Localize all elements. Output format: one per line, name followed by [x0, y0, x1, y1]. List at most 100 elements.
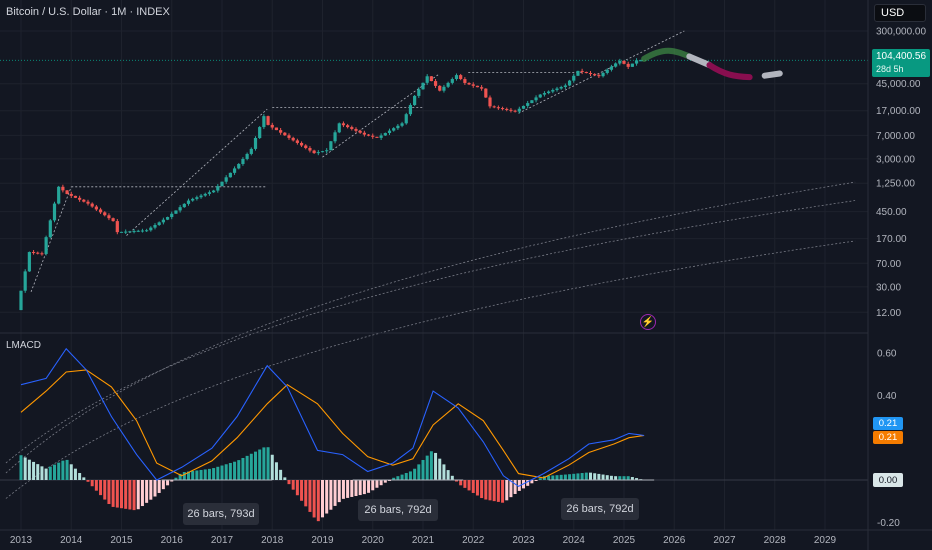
histogram-bar [166, 480, 170, 486]
histogram-bar [555, 475, 559, 480]
zero-value-badge: 0.00 [873, 473, 903, 487]
histogram-bar [308, 480, 312, 512]
histogram-bar [36, 464, 40, 480]
candle-body [186, 200, 191, 204]
candlestick-series[interactable] [19, 58, 643, 311]
histogram-bar [530, 480, 534, 484]
candle-body [174, 210, 178, 214]
candle-body [496, 107, 500, 109]
candle-body [392, 128, 396, 131]
histogram-bar [375, 480, 379, 488]
histogram-bar [496, 480, 500, 502]
candle-body [500, 108, 505, 110]
histogram-bar [86, 480, 90, 482]
candle-body [325, 150, 329, 152]
log-regression-channels [0, 30, 868, 499]
candle-body [475, 85, 480, 88]
candle-body [626, 63, 630, 67]
histogram-bar [191, 471, 195, 480]
time-axis-label: 2026 [663, 535, 686, 546]
candle-body [52, 203, 57, 221]
histogram-bar [609, 475, 613, 480]
candle-body [178, 207, 182, 211]
candle-body [425, 76, 429, 83]
time-axis-label: 2017 [211, 535, 234, 546]
candle-body [614, 63, 618, 67]
parabolic-curve [30, 186, 72, 293]
candle-body [182, 203, 186, 208]
histogram-bar [455, 480, 458, 482]
candle-body [341, 123, 346, 126]
histogram-bar [425, 455, 429, 480]
candle-body [283, 132, 287, 136]
projection-bull-segment [641, 47, 693, 62]
time-axis[interactable]: 2013 2014 2015 2016 2017 2018 2019 2020 2021 2022… [10, 535, 837, 546]
histogram-bar [618, 476, 622, 480]
candle-body [433, 81, 438, 86]
macd-value-badge: 0.21 [873, 417, 903, 430]
lightning-icon[interactable]: ⚡ [640, 314, 656, 330]
histogram-bar [568, 474, 572, 480]
histogram-bar [78, 473, 82, 480]
price-axis[interactable]: 300,000.00 45,000.00 17,000.00 7,000.00 3,00… [876, 27, 926, 529]
candle-body [371, 135, 375, 137]
symbol-title[interactable]: Bitcoin / U.S. Dollar · 1M · INDEX [6, 6, 170, 18]
histogram-bar [140, 480, 144, 507]
macd-histogram [0, 447, 868, 522]
currency-button[interactable]: USD [874, 4, 926, 22]
histogram-bar [107, 480, 111, 505]
candle-body [61, 186, 65, 191]
indicator-label[interactable]: LMACD [6, 340, 42, 351]
histogram-bar [103, 480, 107, 500]
candle-body [513, 110, 517, 112]
histogram-bar [149, 480, 153, 500]
candle-body [413, 95, 417, 106]
candle-body [115, 221, 119, 233]
histogram-bar [605, 475, 609, 480]
histogram-bar [316, 480, 320, 522]
histogram-bar [228, 462, 232, 480]
price-axis-label: 45,000.00 [876, 79, 921, 90]
candle-body [304, 145, 308, 149]
price-axis-label: 70.00 [876, 259, 901, 270]
histogram-bar [379, 480, 383, 486]
projection-bottom-segment [761, 70, 783, 79]
candle-body [31, 252, 36, 254]
histogram-bar [124, 480, 128, 509]
channel-lower [5, 240, 856, 499]
histogram-bar [371, 480, 375, 491]
histogram-bar [195, 470, 199, 480]
histogram-bar [279, 469, 283, 480]
candle-body [463, 79, 467, 83]
indicator-axis-label: 0.60 [877, 348, 897, 359]
histogram-bar [509, 480, 513, 498]
candle-body [170, 213, 174, 218]
time-axis-label: 2021 [412, 535, 435, 546]
histogram-bar [161, 480, 165, 490]
macd-line [20, 347, 645, 488]
candle-body [287, 135, 291, 138]
candle-body [40, 253, 44, 255]
time-axis-label: 2014 [60, 535, 83, 546]
candle-body [488, 97, 492, 107]
candle-body [128, 231, 132, 233]
histogram-bar [635, 478, 639, 480]
candle-body [103, 212, 107, 216]
histogram-bar [429, 451, 433, 480]
candle-body [559, 86, 563, 89]
histogram-bar [421, 459, 425, 480]
histogram-bar [216, 466, 220, 480]
histogram-bar [404, 473, 408, 480]
candle-body [333, 132, 337, 142]
candle-body [249, 148, 253, 154]
time-axis-label: 2023 [512, 535, 535, 546]
candle-body [98, 209, 103, 213]
candle-body [153, 224, 157, 228]
histogram-bar [626, 476, 630, 480]
candle-body [44, 237, 48, 254]
histogram-bar [367, 480, 371, 493]
candle-body [358, 130, 362, 133]
candle-body [316, 152, 320, 154]
candle-body [379, 135, 383, 138]
